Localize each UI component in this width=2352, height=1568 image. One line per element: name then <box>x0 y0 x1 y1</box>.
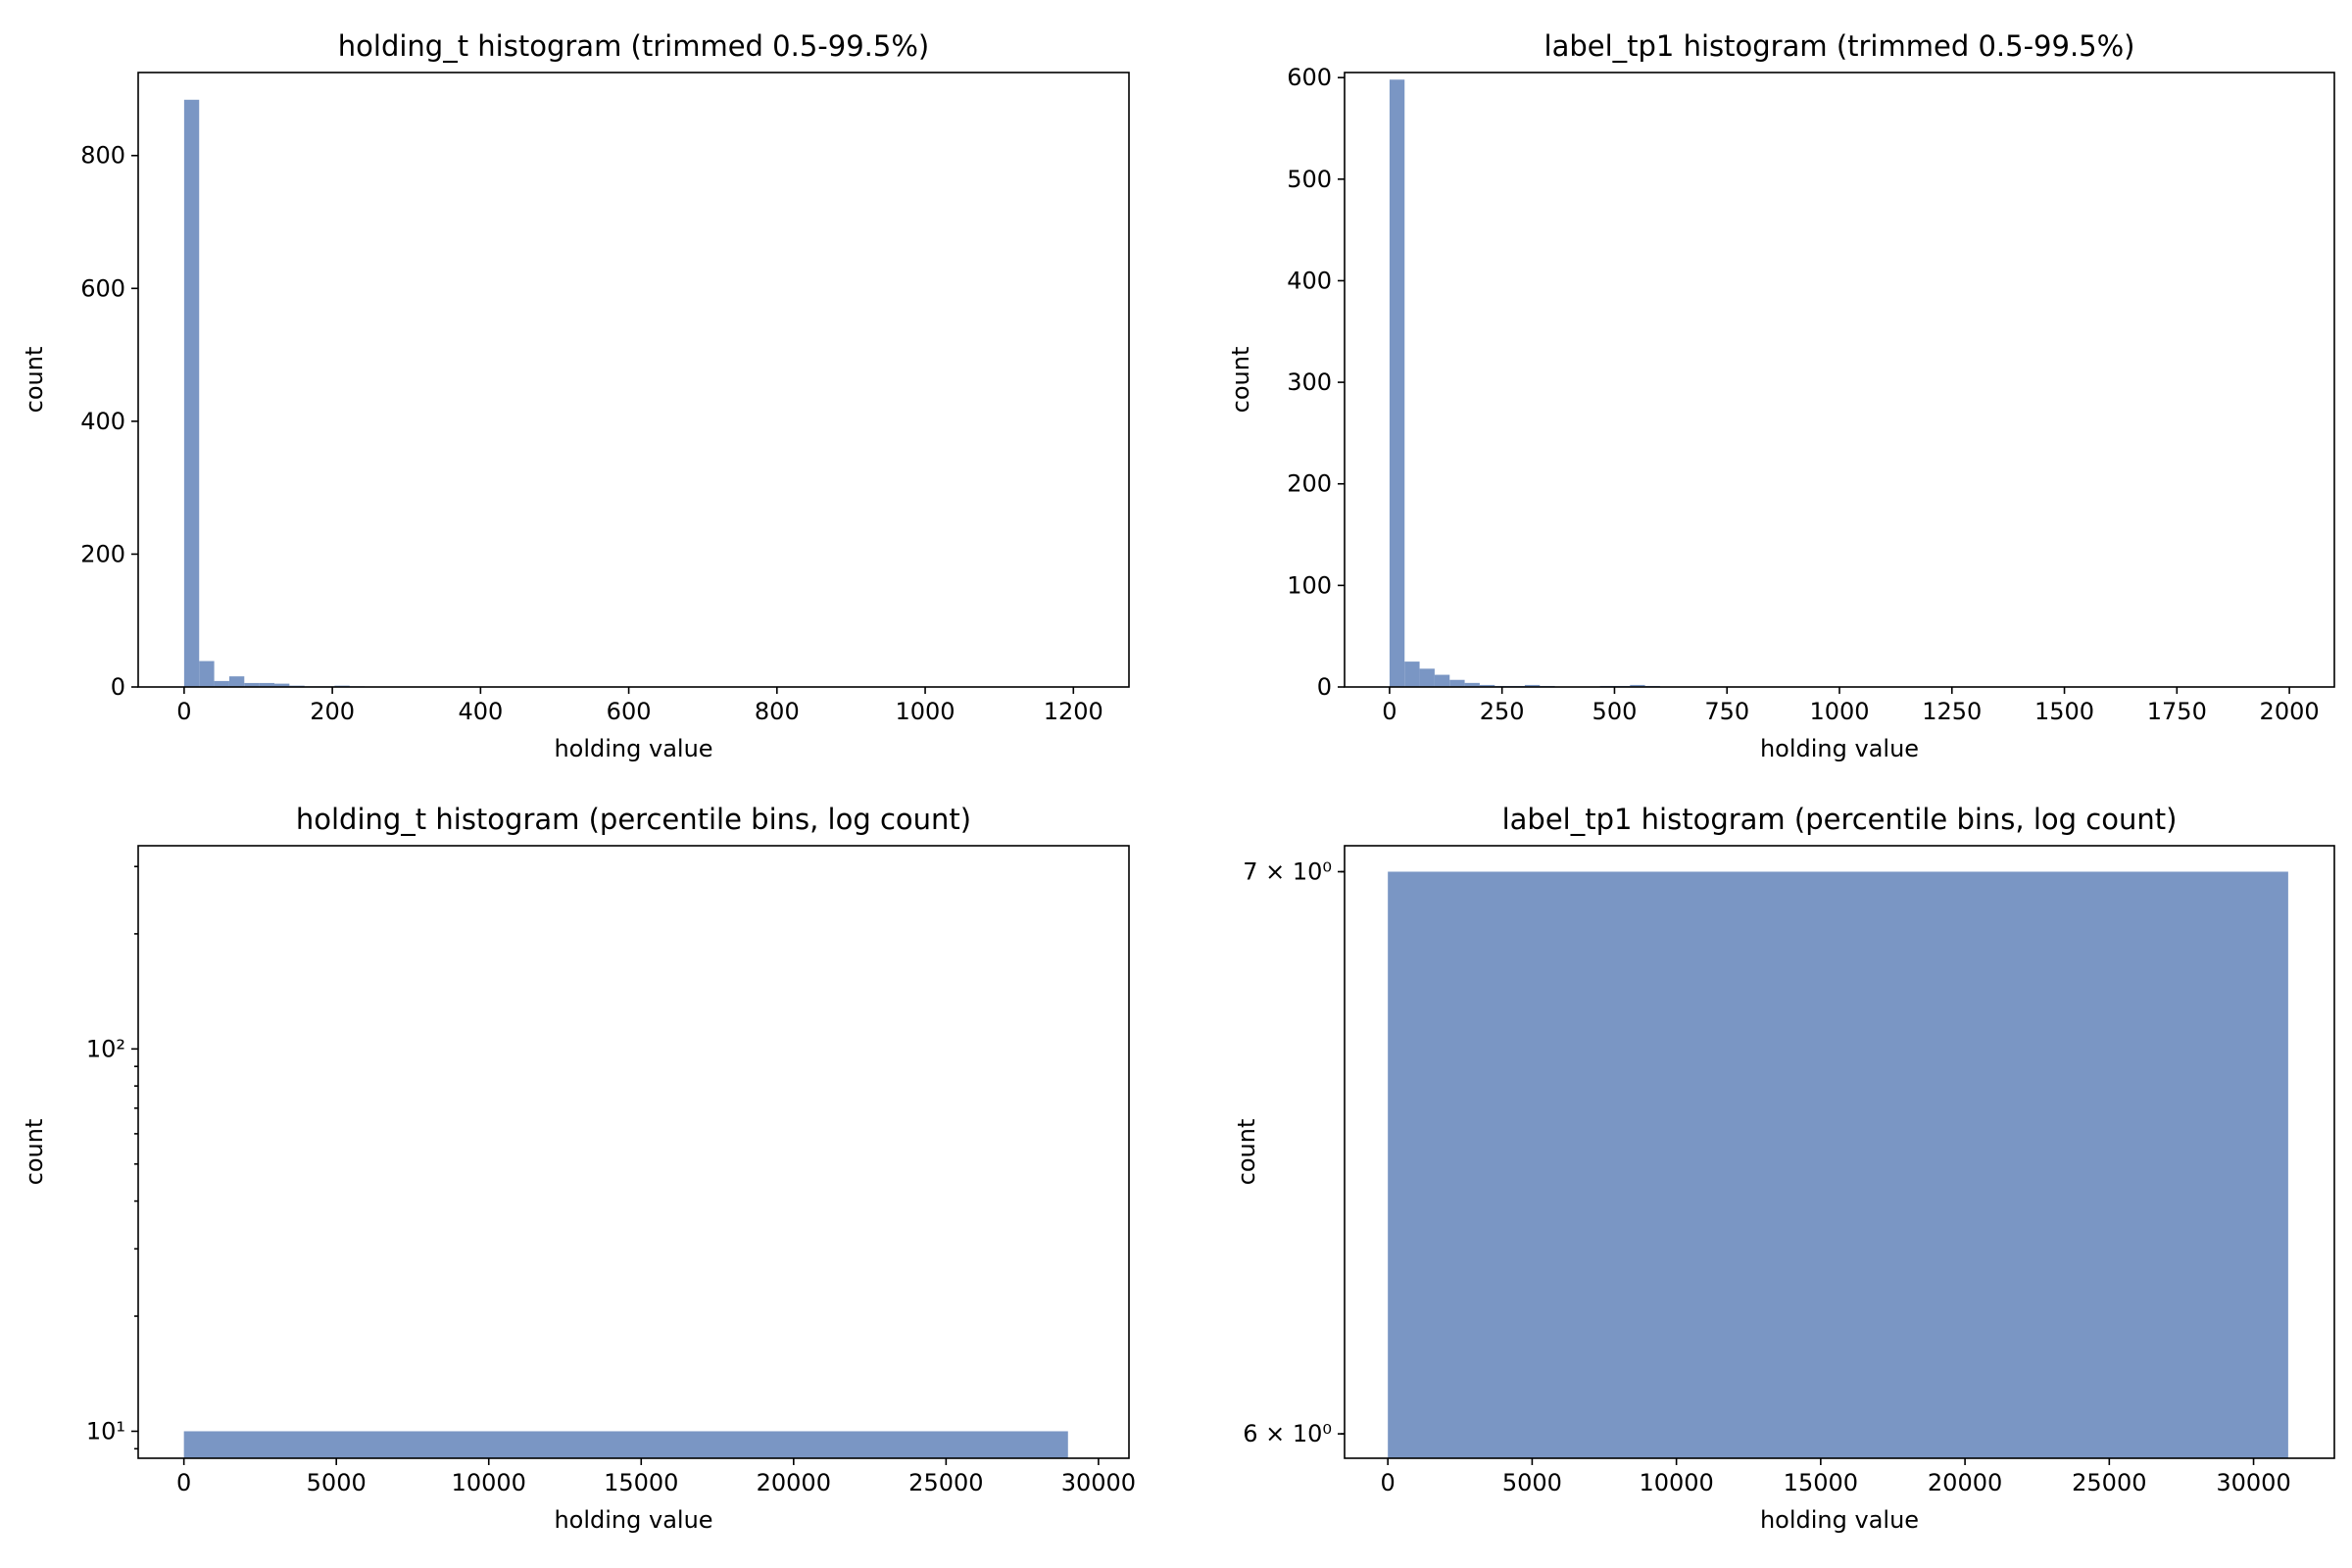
x-tick-label: 5000 <box>1502 1469 1562 1496</box>
y-axis-label: count <box>1233 1119 1260 1186</box>
chart-panel-3: 0 5000 10000 15000 20000 25000 30000 10¹ 10² hold… <box>21 803 1136 1534</box>
y-tick-label: 200 <box>80 540 125 567</box>
y-tick-label: 10¹ <box>86 1417 125 1445</box>
x-tick-label: 1500 <box>2034 698 2094 725</box>
histogram-bar <box>183 99 200 687</box>
x-tick-label: 25000 <box>908 1469 983 1496</box>
chart-title: holding_t histogram (trimmed 0.5-99.5%) <box>338 29 929 63</box>
y-tick-label: 400 <box>1287 267 1332 294</box>
histogram-bar <box>1449 679 1465 687</box>
y-axis-label: count <box>21 1119 48 1186</box>
x-tick-label: 0 <box>176 1469 191 1496</box>
x-tick-label: 400 <box>458 698 503 725</box>
y-tick-label: 500 <box>1287 166 1332 193</box>
x-tick-label: 2000 <box>2260 698 2320 725</box>
x-axis-label: holding value <box>554 1506 712 1534</box>
y-tick-label: 800 <box>80 142 125 170</box>
x-tick-label: 250 <box>1480 698 1525 725</box>
y-tick-label: 600 <box>1287 64 1332 91</box>
x-tick-label: 10000 <box>1639 1469 1713 1496</box>
x-tick-label: 20000 <box>1928 1469 2002 1496</box>
axes-frame <box>137 845 1130 1459</box>
x-tick-label: 200 <box>310 698 355 725</box>
y-tick-label: 300 <box>1287 368 1332 396</box>
y-tick-label: 7 × 10⁰ <box>1243 858 1332 885</box>
histogram-bar <box>259 682 274 687</box>
histogram-bar <box>244 682 260 687</box>
x-axis-label: holding value <box>1760 735 1919 762</box>
y-tick-label: 600 <box>80 274 125 302</box>
x-tick-label: 800 <box>755 698 800 725</box>
y-tick-label: 0 <box>1317 673 1332 701</box>
x-tick-label: 25000 <box>2072 1469 2146 1496</box>
y-axis-label: count <box>1227 347 1254 414</box>
histogram-bar <box>1524 684 1541 687</box>
y-tick-label: 400 <box>80 408 125 435</box>
x-tick-label: 500 <box>1592 698 1638 725</box>
axes-frame <box>137 72 1130 688</box>
y-tick-label: 6 × 10⁰ <box>1243 1420 1332 1447</box>
x-tick-label: 750 <box>1704 698 1749 725</box>
chart-title: holding_t histogram (percentile bins, lo… <box>296 803 971 836</box>
x-tick-label: 0 <box>176 698 191 725</box>
x-tick-label: 600 <box>607 698 652 725</box>
axes-frame <box>1344 72 2335 688</box>
histogram-bar <box>228 676 245 687</box>
x-tick-label: 0 <box>1381 1469 1396 1496</box>
axes-frame <box>1344 845 2335 1459</box>
histogram-bar <box>1404 662 1420 687</box>
chart-panel-2: 0 250 500 750 1000 1250 1500 1750 2000 0 100 200 300… <box>1227 29 2335 762</box>
x-tick-label: 15000 <box>604 1469 678 1496</box>
x-tick-label: 5000 <box>307 1469 367 1496</box>
histogram-bar <box>214 680 229 687</box>
histogram-bar <box>1434 674 1450 687</box>
x-tick-label: 1200 <box>1044 698 1103 725</box>
x-axis-label: holding value <box>1760 1506 1919 1534</box>
x-tick-label: 15000 <box>1784 1469 1858 1496</box>
histogram-bar <box>1419 668 1435 687</box>
histogram-bar <box>183 1431 1068 1458</box>
y-tick-label: 200 <box>1287 470 1332 498</box>
x-tick-label: 1250 <box>1922 698 1982 725</box>
chart-panel-4: 0 5000 10000 15000 20000 25000 30000 6 × 10⁰ 7 ×… <box>1233 803 2335 1534</box>
y-tick-label: 0 <box>111 673 125 701</box>
x-tick-label: 0 <box>1382 698 1396 725</box>
x-axis-label: holding value <box>554 735 712 762</box>
histogram-bar <box>273 683 290 687</box>
histogram-bar <box>199 661 215 687</box>
x-tick-label: 30000 <box>1061 1469 1136 1496</box>
x-tick-label: 1000 <box>1809 698 1869 725</box>
chart-panel-1: 0 200 400 600 800 1000 1200 0 200 400 600 800 holdin… <box>21 29 1130 762</box>
x-tick-label: 10000 <box>452 1469 526 1496</box>
chart-title: label_tp1 histogram (percentile bins, lo… <box>1502 803 2178 836</box>
histogram-bar <box>1464 682 1480 687</box>
histogram-bar <box>1389 79 1405 688</box>
histogram-bar <box>1388 871 2288 1458</box>
x-tick-label: 1000 <box>896 698 956 725</box>
chart-title: label_tp1 histogram (trimmed 0.5-99.5%) <box>1544 29 2135 63</box>
y-axis-label: count <box>21 347 48 414</box>
histogram-bar <box>1630 684 1645 687</box>
x-tick-label: 30000 <box>2216 1469 2290 1496</box>
y-tick-label: 10² <box>86 1035 125 1062</box>
x-tick-label: 20000 <box>757 1469 831 1496</box>
y-tick-label: 100 <box>1287 571 1332 599</box>
x-tick-label: 1750 <box>2147 698 2207 725</box>
histogram-bar <box>1479 684 1495 687</box>
